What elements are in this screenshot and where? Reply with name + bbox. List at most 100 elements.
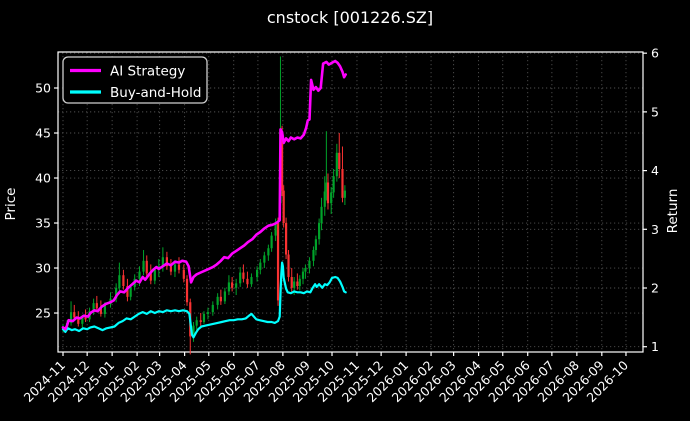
candle-body	[122, 275, 125, 287]
candle-body	[95, 303, 98, 309]
candle-body	[312, 250, 315, 261]
candle-body	[314, 239, 317, 251]
candle-body	[227, 282, 231, 292]
candle-body	[293, 281, 296, 288]
candle-body	[149, 273, 152, 281]
candle-body	[250, 277, 253, 285]
right-tick-label: 3	[651, 222, 659, 237]
candle-body	[206, 312, 210, 314]
candle-body	[182, 269, 185, 279]
left-tick-label: 45	[35, 126, 51, 141]
candle-body	[256, 269, 259, 278]
candle-body	[267, 248, 270, 256]
buy-and-hold-line	[61, 261, 347, 339]
candle-body	[211, 304, 214, 313]
candle-body	[73, 312, 76, 318]
left-axis: Price 25 30 35 40 45 50	[3, 81, 58, 321]
candle-body	[138, 271, 141, 279]
candle-body	[341, 169, 344, 198]
right-tick-label: 1	[651, 339, 659, 354]
candle-body	[77, 317, 80, 324]
candle-body	[92, 303, 95, 312]
candle-body	[185, 278, 189, 303]
right-tick-label: 6	[651, 46, 659, 61]
left-axis-label: Price	[3, 188, 19, 221]
candle-body	[145, 260, 148, 274]
chart-title: cnstock [001226.SZ]	[267, 8, 433, 27]
candle-body	[126, 286, 129, 297]
left-tick-label: 30	[35, 261, 51, 276]
left-tick-label: 25	[35, 306, 51, 321]
right-tick-label: 5	[651, 104, 659, 119]
candle-body	[69, 312, 73, 323]
candle-body	[235, 283, 238, 288]
candle-body	[118, 275, 121, 288]
candle-body	[320, 206, 323, 224]
candle-body	[239, 272, 242, 284]
candle-body	[318, 223, 321, 240]
candle-body	[165, 257, 168, 267]
candle-body	[192, 325, 195, 337]
right-axis-label: Return	[665, 189, 681, 234]
left-tick-label: 40	[35, 171, 51, 186]
candle-body	[259, 262, 262, 270]
candle-body	[338, 152, 341, 170]
candle-body	[169, 266, 173, 272]
candle-body	[282, 190, 285, 224]
candle-body	[298, 278, 301, 287]
plot-border	[57, 51, 644, 353]
candle-body	[115, 287, 118, 299]
ai-strategy-line	[61, 59, 348, 331]
candle-body	[219, 296, 222, 302]
candle-body	[263, 255, 266, 263]
candle-body	[99, 308, 102, 314]
candle-body	[161, 257, 164, 267]
candle-body	[335, 152, 338, 177]
candle-body	[231, 282, 234, 288]
candle-body	[103, 304, 106, 314]
candle-body	[142, 260, 145, 272]
candle-body	[223, 291, 226, 302]
candle-body	[177, 264, 181, 270]
legend-ai-strategy-label: AI Strategy	[110, 64, 185, 80]
candle-body	[287, 254, 290, 278]
candle-body	[274, 223, 277, 236]
candle-body	[216, 296, 219, 305]
candle-body	[195, 320, 198, 326]
candle-body	[84, 316, 87, 320]
candle-body	[308, 260, 311, 269]
right-axis-ticks: 1 2 3 4 5 6	[643, 46, 659, 354]
grid-layer	[58, 52, 643, 352]
left-tick-label: 35	[35, 216, 51, 231]
candle-body	[326, 182, 330, 204]
candle-body	[173, 264, 177, 272]
candle-body	[323, 191, 326, 207]
right-tick-label: 2	[651, 281, 659, 296]
candle-body	[202, 313, 206, 323]
candle-body	[246, 278, 249, 285]
candle-body	[301, 271, 305, 279]
candle-body	[270, 235, 273, 249]
candle-body	[81, 316, 84, 324]
left-axis-ticks: 25 30 35 40 45 50	[35, 81, 58, 321]
candle-body	[304, 268, 307, 272]
left-tick-label: 50	[35, 81, 51, 96]
candle-body	[343, 190, 346, 198]
candle-body	[199, 320, 202, 323]
candle-body	[242, 272, 245, 279]
candle-body	[325, 182, 328, 192]
legend-buy-and-hold-label: Buy-and-Hold	[110, 85, 201, 101]
candle-body	[330, 192, 333, 204]
candle-body	[290, 277, 293, 288]
candle-body	[153, 269, 156, 281]
candle-body	[276, 223, 280, 301]
right-axis: Return 1 2 3 4 5 6	[643, 46, 681, 354]
x-axis-ticks: 2024-112024-122025-012025-022025-032025-…	[21, 352, 631, 405]
candle-body	[280, 133, 284, 191]
right-tick-label: 4	[651, 163, 659, 178]
legend: AI Strategy Buy-and-Hold	[62, 56, 208, 104]
candle-body	[284, 223, 288, 255]
candle-body	[296, 281, 299, 287]
